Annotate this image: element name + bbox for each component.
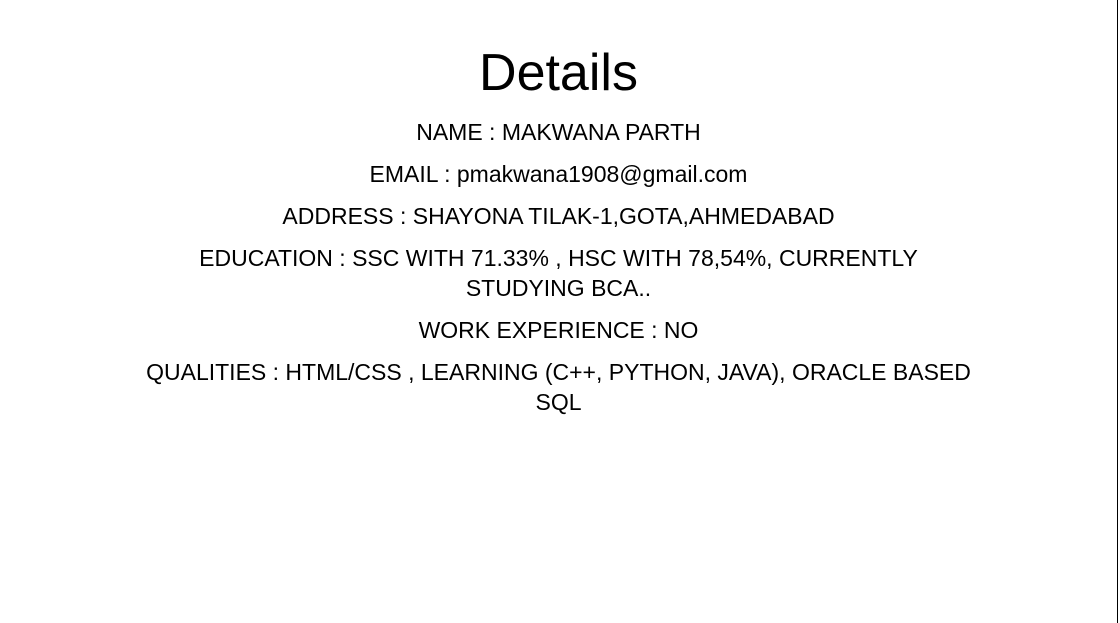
- detail-education: EDUCATION : SSC WITH 71.33% , HSC WITH 7…: [199, 245, 918, 301]
- detail-work-experience: WORK EXPERIENCE : NO: [418, 317, 699, 343]
- detail-email: EMAIL : pmakwana1908@gmail.com: [369, 161, 748, 187]
- detail-address: ADDRESS : SHAYONA TILAK-1,GOTA,AHMEDABAD: [282, 203, 835, 229]
- slide-title: Details: [479, 44, 638, 102]
- detail-qualities: QUALITIES : HTML/CSS , LEARNING (C++, PY…: [146, 359, 971, 415]
- detail-name: NAME : MAKWANA PARTH: [416, 119, 701, 145]
- details-list: NAME : MAKWANA PARTH EMAIL : pmakwana190…: [140, 117, 977, 429]
